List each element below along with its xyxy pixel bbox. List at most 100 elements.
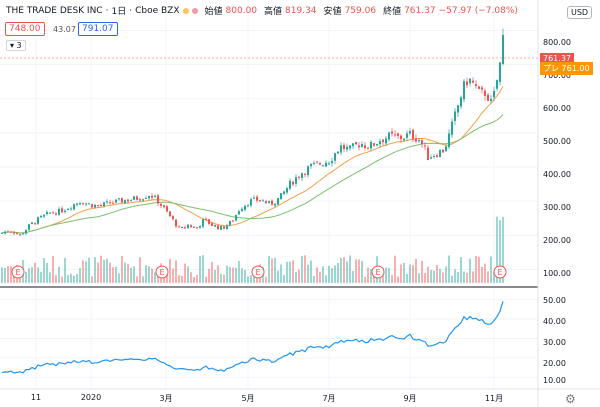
volume-bar [151, 268, 153, 283]
candle-body [310, 164, 312, 167]
indicators-toggle[interactable]: ▾ 3 [6, 40, 26, 51]
volume-bar [82, 260, 84, 283]
volume-bar [274, 257, 276, 283]
candle-body [433, 156, 435, 158]
candle-body [412, 129, 414, 140]
volume-bar [271, 258, 273, 283]
volume-bar [223, 274, 225, 283]
indicator-pane [1, 301, 504, 374]
volume-bar [130, 267, 132, 283]
buy-button[interactable]: 791.07 [78, 22, 118, 36]
candle-body [10, 231, 12, 233]
time-axis-label: 5月 [241, 394, 255, 403]
volume-bar [127, 263, 129, 283]
candle-body [55, 213, 57, 215]
candle-body [415, 138, 417, 142]
candle-body [394, 134, 396, 136]
candle-body [496, 79, 498, 89]
candle-body [166, 206, 168, 212]
indicator-axis-label: 20.00 [543, 359, 566, 368]
candle-body [202, 219, 204, 227]
pre-market-label: プレ [543, 64, 559, 73]
open-value: 800.00 [225, 5, 258, 16]
symbol-name[interactable]: THE TRADE DESK INC [6, 5, 103, 16]
earnings-marker[interactable]: E [251, 265, 265, 279]
volume-bar [418, 273, 420, 283]
volume-bar [73, 275, 75, 283]
volume-bar [370, 269, 372, 283]
volume-bar [187, 266, 189, 283]
candle-body [307, 166, 309, 176]
candle-body [250, 199, 252, 206]
last-price-tag: 761.37 [540, 53, 574, 64]
sell-button[interactable]: 748.00 [5, 22, 45, 36]
volume-bar [289, 261, 291, 283]
volume-bar [499, 220, 501, 283]
earnings-label: E [255, 268, 260, 277]
volume-bar [232, 267, 234, 283]
earnings-marker[interactable]: E [155, 265, 169, 279]
candle-body [112, 202, 114, 204]
earnings-marker[interactable]: E [493, 265, 507, 279]
candle-body [73, 204, 75, 210]
volume-bar [145, 265, 147, 283]
volume-bar [406, 274, 408, 283]
volume-bar [424, 273, 426, 283]
volume-bar [10, 266, 12, 283]
candle-body [388, 132, 390, 140]
volume-bar [148, 266, 150, 283]
candle-body [22, 233, 24, 235]
volume-bar [268, 256, 270, 283]
volume-bar [265, 276, 267, 283]
candle-body [478, 86, 480, 89]
candle-body [325, 162, 327, 167]
candle-body [355, 142, 357, 145]
pre-market-price: 761.00 [561, 64, 590, 73]
candle-body [397, 133, 399, 136]
candle-body [163, 205, 165, 208]
earnings-marker[interactable]: E [371, 265, 385, 279]
low-label: 安値 [323, 7, 342, 17]
volume-bar [478, 256, 480, 283]
price-axis-label: 200.00 [543, 236, 571, 245]
volume-bar [199, 255, 201, 283]
candle-body [169, 211, 171, 217]
volume-bar [196, 274, 198, 283]
volume-bar [304, 255, 306, 283]
earnings-marker[interactable]: E [11, 265, 25, 279]
candle-body [25, 229, 27, 234]
volume-bar [319, 271, 321, 283]
candle-body [76, 203, 78, 205]
volume-bar [70, 273, 72, 283]
volume-bar [109, 262, 111, 283]
candle-body [337, 151, 339, 154]
candle-body [187, 224, 189, 229]
volume-bar [106, 258, 108, 283]
candle-body [127, 199, 129, 202]
volume-bar [385, 267, 387, 283]
volume-bar [4, 267, 6, 283]
candle-body [286, 188, 288, 193]
candle-body [385, 138, 387, 144]
volume-bar [142, 276, 144, 283]
volume-bar [283, 274, 285, 283]
volume-bar [433, 270, 435, 283]
open-label: 始値 [204, 7, 223, 17]
candle-body [91, 204, 93, 208]
time-axis-label: 11 [30, 393, 42, 402]
volume-bar [391, 274, 393, 283]
volume-bar [382, 275, 384, 283]
volume-bar [490, 256, 492, 283]
volume-bar [445, 266, 447, 283]
volume-bar [442, 272, 444, 283]
currency-button[interactable]: USD [567, 6, 593, 19]
settings-gear-icon[interactable]: ⚙ [565, 392, 576, 406]
volume-bar [301, 256, 303, 283]
volume-bar [169, 258, 171, 283]
volume-bar [325, 275, 327, 283]
interval[interactable]: 1日 [111, 7, 127, 17]
volume-bar [55, 275, 57, 283]
volume-bar [28, 268, 30, 283]
